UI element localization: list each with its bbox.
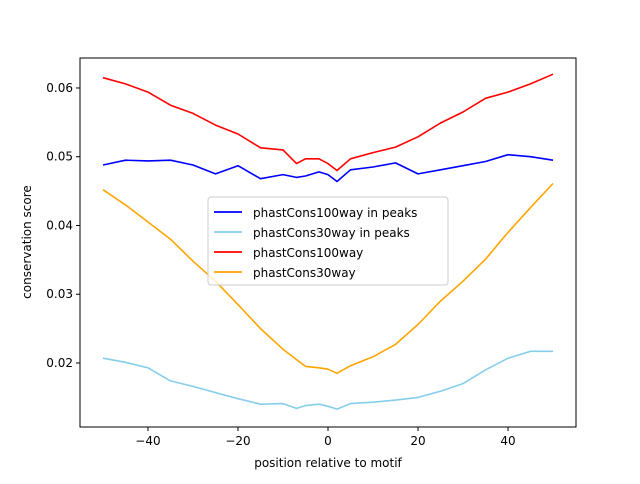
y-tick-label: 0.03: [46, 287, 73, 301]
legend-label-0: phastCons100way in peaks: [253, 206, 417, 220]
x-tick-label: 40: [500, 434, 515, 448]
y-tick-label: 0.06: [46, 81, 73, 95]
x-tick-label: −20: [225, 434, 250, 448]
legend: phastCons100way in peaks phastCons30way i…: [207, 196, 449, 286]
x-axis-label: position relative to motif: [254, 456, 402, 470]
y-axis: 0.02 0.03 0.04 0.05 0.06: [46, 81, 80, 370]
y-tick-label: 0.02: [46, 356, 73, 370]
x-tick-label: 0: [324, 434, 332, 448]
series-line-2: [102, 73, 554, 172]
series-lines: [102, 73, 554, 410]
legend-label-1: phastCons30way in peaks: [253, 226, 410, 240]
series-line-0: [102, 153, 554, 183]
series-line-1: [102, 350, 553, 410]
legend-label-3: phastCons30way: [253, 266, 356, 280]
y-tick-label: 0.04: [46, 218, 73, 232]
x-tick-label: 20: [410, 434, 425, 448]
legend-box: [207, 196, 449, 286]
y-tick-label: 0.05: [46, 150, 73, 164]
series-line-3: [102, 182, 554, 375]
x-axis: −40 −20 0 20 40: [135, 427, 516, 448]
legend-label-2: phastCons100way: [253, 246, 363, 260]
x-tick-label: −40: [135, 434, 160, 448]
y-axis-label: conservation score: [20, 185, 34, 299]
